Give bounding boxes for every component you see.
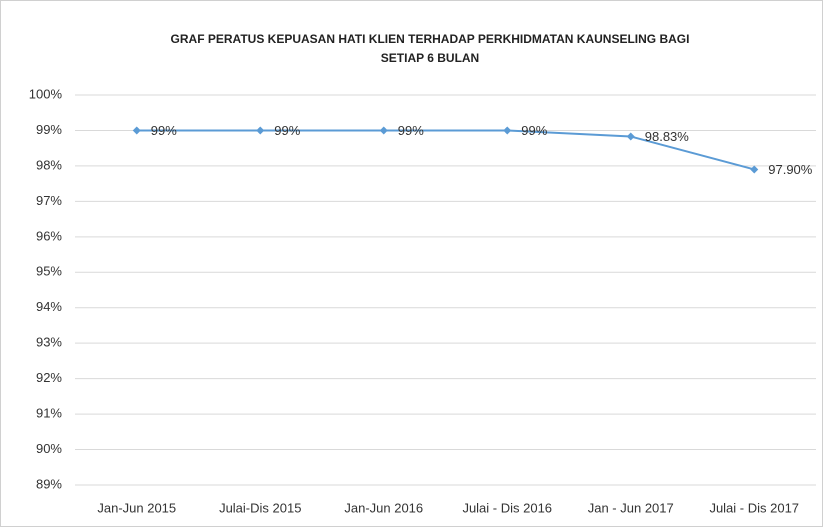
y-tick-label: 90%	[36, 441, 62, 456]
chart-title: SETIAP 6 BULAN	[381, 51, 479, 65]
x-tick-label: Julai - Dis 2016	[462, 500, 552, 515]
y-tick-label: 92%	[36, 370, 62, 385]
y-tick-label: 89%	[36, 476, 62, 491]
marker	[256, 126, 265, 135]
y-tick-label: 99%	[36, 122, 62, 137]
data-label: 98.83%	[645, 129, 690, 144]
x-tick-label: Julai-Dis 2015	[219, 500, 301, 515]
data-label: 99%	[521, 123, 547, 138]
data-label: 99%	[274, 123, 300, 138]
data-label: 99%	[151, 123, 177, 138]
marker	[503, 126, 512, 135]
y-tick-label: 93%	[36, 335, 62, 350]
marker	[379, 126, 388, 135]
y-tick-label: 91%	[36, 406, 62, 421]
y-tick-label: 97%	[36, 193, 62, 208]
chart-title: GRAF PERATUS KEPUASAN HATI KLIEN TERHADA…	[171, 32, 690, 46]
marker	[626, 132, 635, 141]
y-tick-label: 98%	[36, 157, 62, 172]
x-tick-label: Julai - Dis 2017	[709, 500, 799, 515]
y-tick-label: 95%	[36, 264, 62, 279]
data-label: 97.90%	[768, 162, 813, 177]
y-tick-label: 100%	[29, 86, 63, 101]
y-tick-label: 94%	[36, 299, 62, 314]
x-tick-label: Jan-Jun 2015	[97, 500, 176, 515]
marker	[750, 165, 759, 174]
marker	[132, 126, 141, 135]
x-tick-label: Jan-Jun 2016	[344, 500, 423, 515]
x-tick-label: Jan - Jun 2017	[588, 500, 674, 515]
y-tick-label: 96%	[36, 228, 62, 243]
data-label: 99%	[398, 123, 424, 138]
line	[136, 129, 755, 171]
